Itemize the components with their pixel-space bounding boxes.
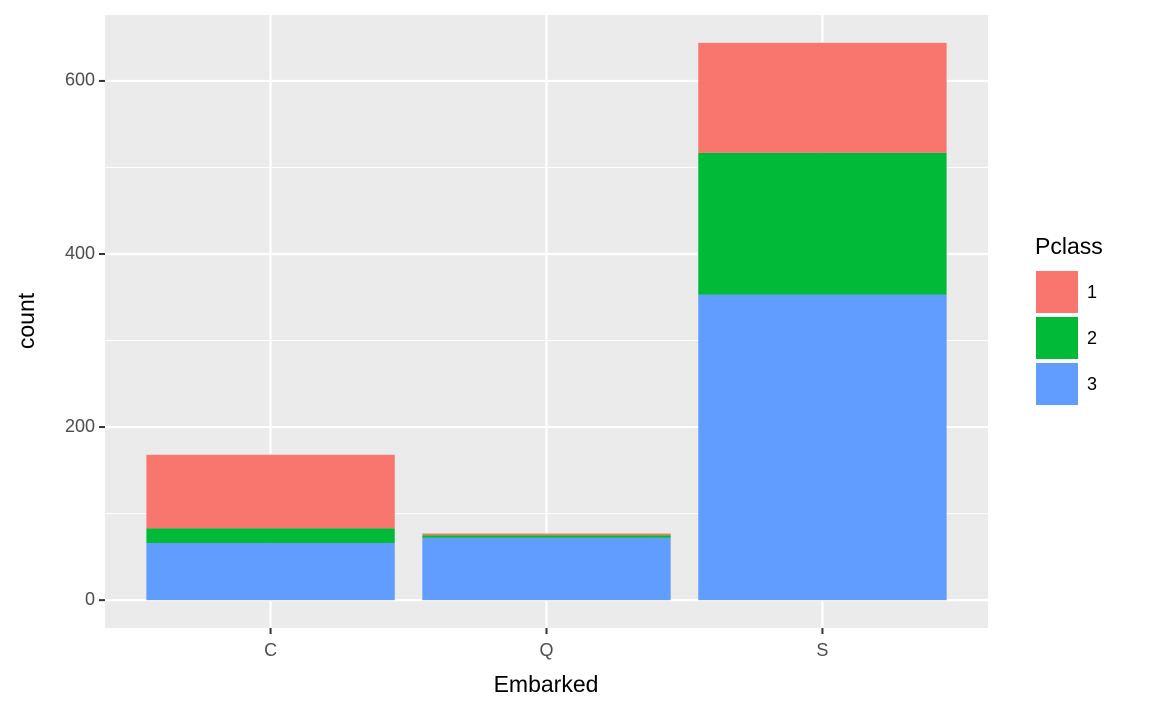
bar-segment xyxy=(146,543,395,601)
legend-label: 3 xyxy=(1087,374,1097,394)
x-tick-label: C xyxy=(264,640,277,660)
y-axis-title: count xyxy=(13,292,39,349)
y-tick-label: 200 xyxy=(65,416,95,436)
legend-label: 1 xyxy=(1087,282,1097,302)
x-tick-label: Q xyxy=(539,640,553,660)
legend-label: 2 xyxy=(1087,328,1097,348)
bar-segment xyxy=(422,535,671,538)
y-tick-label: 600 xyxy=(65,70,95,90)
legend-title: Pclass xyxy=(1035,233,1103,259)
y-tick-label: 0 xyxy=(85,589,95,609)
bar-segment xyxy=(422,537,671,601)
bar-segment xyxy=(698,42,947,153)
bar-segment xyxy=(698,294,947,601)
legend-key xyxy=(1036,271,1078,313)
x-axis-title: Embarked xyxy=(494,671,599,697)
bar-segment xyxy=(698,152,947,295)
legend-key xyxy=(1036,363,1078,405)
y-tick-label: 400 xyxy=(65,243,95,263)
x-tick-label: S xyxy=(816,640,828,660)
legend-key xyxy=(1036,317,1078,359)
bar-segment xyxy=(146,528,395,544)
bar-segment xyxy=(146,454,395,529)
bar-segment xyxy=(422,533,671,536)
